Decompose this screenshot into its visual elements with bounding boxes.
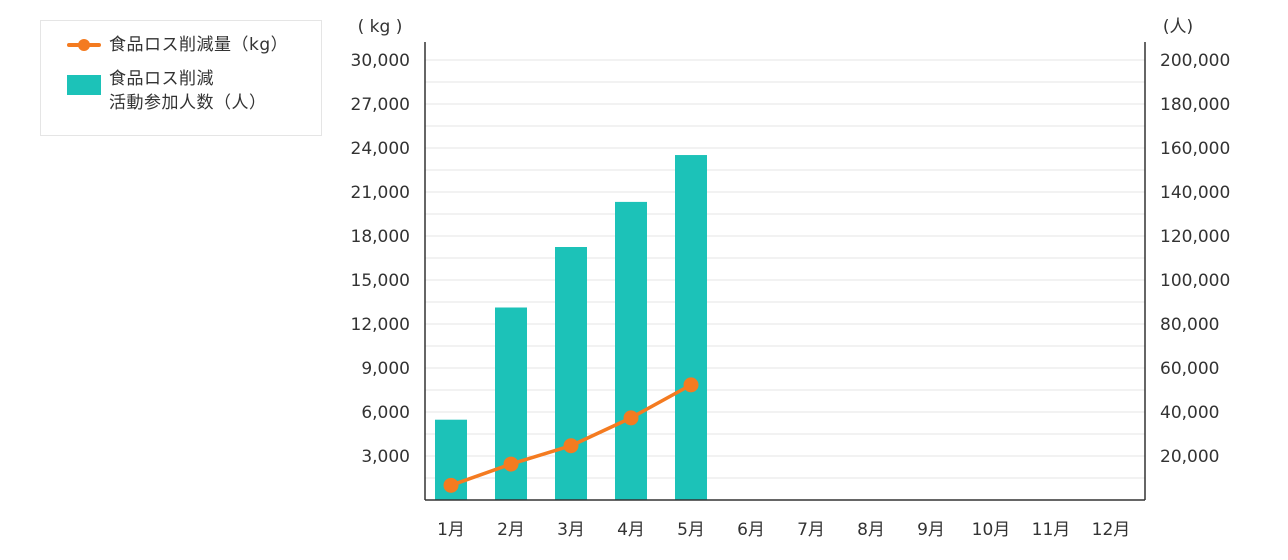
left-axis-unit-label: ( kg ) <box>358 17 403 37</box>
legend-label-bar-line2: 活動参加人数（人） <box>109 91 267 115</box>
x-tick-label: 6月 <box>737 520 765 540</box>
left-tick-label: 6,000 <box>361 403 410 423</box>
right-tick-label: 40,000 <box>1160 403 1219 423</box>
legend-item-bar: 食品ロス削減 活動参加人数（人） <box>41 67 267 115</box>
right-tick-label: 120,000 <box>1160 227 1230 247</box>
right-tick-label: 80,000 <box>1160 315 1219 335</box>
x-tick-label: 5月 <box>677 520 705 540</box>
x-tick-label: 11月 <box>1032 520 1071 540</box>
left-tick-label: 30,000 <box>351 51 410 71</box>
left-tick-label: 15,000 <box>351 271 410 291</box>
line-swatch-icon <box>67 33 101 57</box>
right-tick-label: 200,000 <box>1160 51 1230 71</box>
left-tick-label: 9,000 <box>361 359 410 379</box>
x-tick-label: 3月 <box>557 520 585 540</box>
right-tick-label: 60,000 <box>1160 359 1219 379</box>
axes <box>425 42 1145 500</box>
right-tick-label: 160,000 <box>1160 139 1230 159</box>
bar-swatch-icon <box>67 75 101 95</box>
x-tick-label: 8月 <box>857 520 885 540</box>
left-tick-label: 24,000 <box>351 139 410 159</box>
x-tick-label: 2月 <box>497 520 525 540</box>
left-tick-label: 18,000 <box>351 227 410 247</box>
line-point <box>564 438 579 453</box>
legend: 食品ロス削減量（kg） 食品ロス削減 活動参加人数（人） <box>40 20 322 136</box>
bar <box>675 155 707 500</box>
left-tick-label: 3,000 <box>361 447 410 467</box>
x-tick-label: 12月 <box>1092 520 1131 540</box>
right-tick-label: 140,000 <box>1160 183 1230 203</box>
x-tick-label: 4月 <box>617 520 645 540</box>
line-point <box>684 377 699 392</box>
legend-label-bar-line1: 食品ロス削減 <box>109 67 267 91</box>
legend-item-line: 食品ロス削減量（kg） <box>41 33 288 57</box>
left-tick-label: 12,000 <box>351 315 410 335</box>
right-axis-ticks: 20,000 40,000 60,000 80,000 100,000 120,000 14… <box>1160 51 1230 467</box>
bar <box>555 247 587 500</box>
right-tick-label: 180,000 <box>1160 95 1230 115</box>
line-point <box>624 410 639 425</box>
line-point <box>504 457 519 472</box>
x-tick-label: 9月 <box>917 520 945 540</box>
x-tick-label: 10月 <box>972 520 1011 540</box>
gridlines <box>425 60 1145 478</box>
x-axis-ticks: 1月 2月 3月 4月 5月 6月 7月 8月 9月 10月 11月 12月 <box>437 520 1130 540</box>
line-point <box>444 478 459 493</box>
legend-label-line: 食品ロス削減量（kg） <box>109 33 288 57</box>
left-tick-label: 27,000 <box>351 95 410 115</box>
x-tick-label: 1月 <box>437 520 465 540</box>
right-tick-label: 100,000 <box>1160 271 1230 291</box>
x-tick-label: 7月 <box>797 520 825 540</box>
bar <box>615 202 647 500</box>
left-tick-label: 21,000 <box>351 183 410 203</box>
right-tick-label: 20,000 <box>1160 447 1219 467</box>
right-axis-unit-label: (人) <box>1163 17 1193 37</box>
left-axis-ticks: 3,000 6,000 9,000 12,000 15,000 18,000 21,000 2… <box>351 51 410 467</box>
